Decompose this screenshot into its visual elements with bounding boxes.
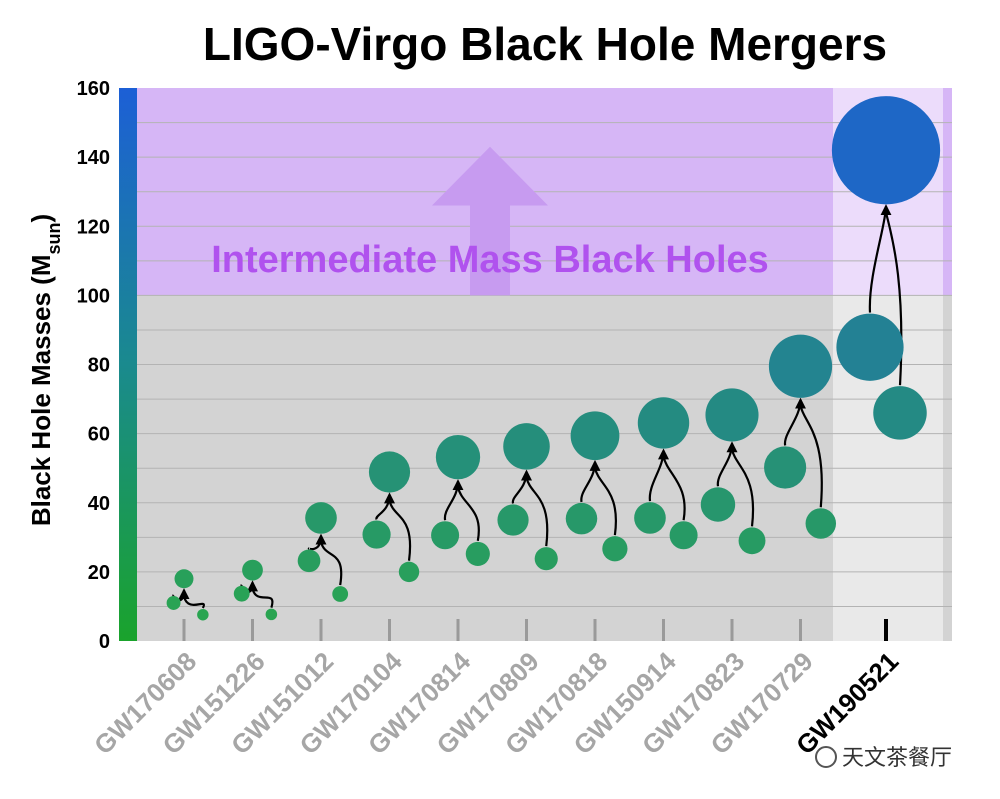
remnant-mass-dot [435,434,481,480]
merge-arrow [443,479,480,542]
arrow-path [716,441,738,487]
arrow-path [456,486,480,542]
y-tick-label: 40 [88,493,110,515]
merger-marks [166,96,941,621]
secondary-mass-dot [534,547,558,571]
arrow-path [662,456,686,521]
chart-title: LIGO-Virgo Black Hole Mergers [203,18,887,70]
remnant-mass-dot [503,423,550,470]
merge-arrow [784,397,823,508]
arrow-path [730,449,755,527]
primary-mass-dot [764,446,807,489]
y-axis-label-close: ) [26,214,56,223]
y-tick-label: 120 [77,216,110,238]
primary-mass-dot [297,549,321,573]
y-tick-label: 140 [77,147,110,169]
remnant-mass-dot [768,334,833,398]
arrow-path [307,533,327,551]
primary-mass-dot [233,585,250,602]
secondary-mass-dot [602,536,628,562]
arrow-path [593,467,618,536]
y-tick-label: 0 [99,631,110,653]
y-tick-label: 100 [77,285,110,307]
imbh-label: Intermediate Mass Black Holes [211,239,769,281]
merge-arrow [511,469,549,547]
secondary-mass-dot [873,386,927,440]
primary-mass-dot [565,502,598,535]
arrow-path [251,588,274,608]
up-arrow-icon [432,146,548,296]
secondary-mass-dot [669,521,698,550]
remnant-mass-dot [174,569,194,589]
primary-mass-dot [634,502,666,534]
secondary-mass-dot [398,561,420,583]
remnant-mass-dot [831,96,941,205]
primary-mass-dot [431,521,460,550]
y-tick-label: 20 [88,562,110,584]
mass-color-scale [119,88,137,641]
merge-arrow [580,459,618,536]
arrow-path [375,492,395,520]
merge-arrow [375,492,412,561]
secondary-mass-dot [265,608,278,621]
secondary-mass-dot [805,508,837,539]
wechat-icon [815,746,837,768]
remnant-mass-dot [242,559,263,581]
y-tick-label: 160 [77,78,110,100]
y-axis-label: Black Hole Masses (Msun) [26,214,64,526]
primary-mass-dot [836,313,904,381]
y-tick-label: 80 [88,355,110,377]
secondary-mass-dot [738,527,766,555]
remnant-mass-dot [637,397,690,449]
remnant-mass-dot [705,388,759,442]
y-axis-label-main: Black Hole Masses (M [26,255,56,527]
remnant-mass-dot [368,451,411,493]
secondary-mass-dot [332,586,349,602]
arrow-path [525,477,549,547]
arrow-path [580,459,601,503]
primary-mass-dot [700,487,736,522]
arrow-path [799,405,823,508]
arrow-path [182,595,206,609]
watermark-text: 天文茶餐厅 [842,746,952,771]
y-axis-label-sub: sun [44,222,64,254]
arrow-path [511,469,532,504]
remnant-mass-dot [305,502,337,534]
primary-mass-dot [166,596,181,610]
arrow-path [648,448,669,502]
arrow-path [784,397,806,446]
primary-mass-dot [362,520,391,549]
arrow-path [319,541,343,586]
arrow-path [443,479,464,521]
merge-arrow [716,441,755,527]
secondary-mass-dot [197,608,209,621]
secondary-mass-dot [465,541,490,566]
y-tick-label: 60 [88,424,110,446]
merge-arrow [648,448,686,521]
arrow-path [388,500,412,561]
watermark: 天文茶餐厅 [815,746,952,771]
remnant-mass-dot [570,411,620,461]
y-axis: 0 20 40 60 80 100 120 140 160 [77,78,110,653]
primary-mass-dot [497,504,529,536]
merge-arrow [307,533,343,586]
